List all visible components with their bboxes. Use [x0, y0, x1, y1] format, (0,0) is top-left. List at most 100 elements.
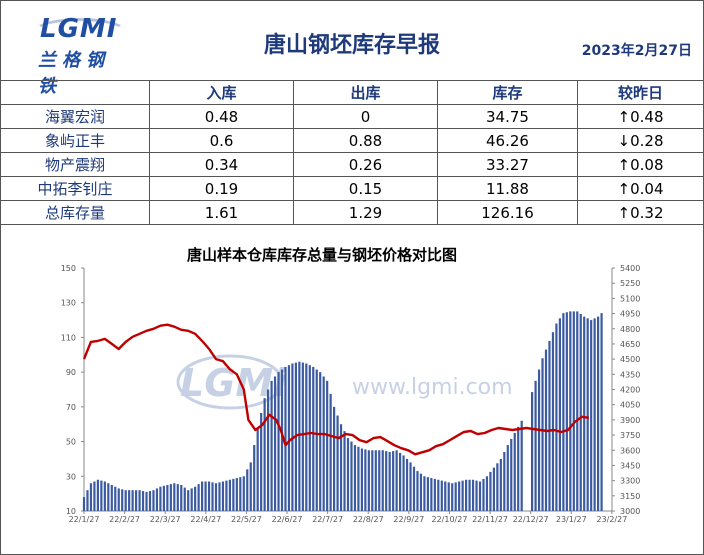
table-header-row: 入库 出库 库存 较昨日 [0, 80, 704, 105]
inventory-bar [260, 412, 263, 511]
inventory-bar [214, 483, 218, 511]
inventory-bar [201, 481, 204, 511]
inventory-bar [218, 482, 221, 511]
inventory-bar [329, 393, 332, 511]
inventory-bar [173, 483, 176, 511]
inventory-bar [159, 486, 162, 511]
inventory-bar [308, 365, 311, 511]
inventory-bar [555, 323, 558, 511]
inventory-bar [492, 467, 495, 511]
chart-title: 唐山样本仓库库存总量与钢坯价格对比图 [186, 246, 457, 264]
inventory-bar [228, 479, 231, 511]
inventory-bar [89, 483, 93, 511]
x-tick-label: 22/4/27 [190, 515, 221, 524]
inventory-bar [381, 450, 384, 511]
inventory-bar [579, 313, 582, 511]
inventory-bar [600, 313, 603, 511]
inventory-bar [207, 481, 211, 511]
report-date: 2023年2月27日 [581, 43, 692, 59]
inventory-bar [565, 312, 568, 511]
row-name: 总库存量 [0, 200, 150, 225]
inventory-bar [586, 318, 589, 511]
x-tick-label: 22/1/27 [69, 515, 100, 524]
left-tick-label: 110 [61, 333, 76, 342]
inventory-bar [267, 389, 270, 511]
inventory-bar [468, 479, 471, 511]
inventory-bar [357, 446, 360, 511]
inventory-bar [249, 462, 252, 511]
row-out: 0.26 [293, 152, 438, 177]
chart-area: 唐山样本仓库库存总量与钢坯价格对比图 LGMi www.lgmi.com 10 3… [0, 218, 704, 555]
right-tick-label: 4800 [620, 325, 640, 334]
table-row: 物产震翔 0.34 0.26 33.27 ↑0.08 [0, 152, 704, 177]
report-title: 唐山钢坯库存早报 [263, 33, 440, 58]
inventory-bar [138, 490, 141, 511]
inventory-bar [489, 471, 492, 511]
inventory-bar [124, 490, 127, 511]
row-stock: 33.27 [437, 152, 578, 177]
inventory-bar [273, 376, 277, 511]
inventory-bar [471, 479, 475, 511]
inventory-bar [312, 366, 315, 511]
inventory-bar [204, 481, 207, 511]
header-cell-blank [0, 80, 150, 105]
x-tick-label: 23/1/27 [556, 515, 587, 524]
header-cell-stock: 库存 [437, 80, 578, 105]
inventory-bar [562, 313, 565, 511]
inventory-bar [374, 450, 377, 511]
inventory-bar [485, 476, 489, 511]
x-tick-label: 22/12/27 [513, 515, 549, 524]
inventory-bar [135, 490, 138, 511]
inventory-bar [315, 369, 318, 511]
inventory-bar [430, 478, 433, 511]
inventory-bar [447, 482, 450, 511]
inventory-bar [232, 478, 235, 511]
inventory-bar [499, 458, 502, 511]
inventory-bar [183, 487, 186, 511]
inventory-bar [458, 481, 461, 511]
inventory-bar [392, 451, 395, 511]
inventory-bar [534, 380, 537, 511]
x-tick-label: 22/2/27 [109, 515, 140, 524]
inventory-bar [360, 448, 363, 511]
inventory-bar [103, 481, 106, 511]
inventory-bar [141, 491, 145, 511]
inventory-bar [454, 482, 457, 511]
row-change: ↑0.48 [577, 104, 704, 129]
header-cell-out: 出库 [293, 80, 438, 105]
row-change: ↓0.28 [577, 128, 704, 153]
inventory-bar [353, 445, 357, 511]
header-cell-in: 入库 [149, 80, 294, 105]
inventory-bar [506, 445, 509, 511]
inventory-bar [402, 455, 405, 511]
row-name: 中拓李钊庄 [0, 176, 150, 201]
inventory-bar [301, 362, 304, 511]
inventory-bar [319, 372, 322, 511]
row-stock: 126.16 [437, 200, 578, 225]
watermark-url: www.lgmi.com [352, 375, 513, 400]
inventory-bar [416, 471, 419, 511]
inventory-bar [478, 481, 482, 511]
inventory-bar [593, 318, 596, 511]
inventory-bar [190, 488, 193, 511]
inventory-bar [371, 450, 374, 511]
inventory-bar [253, 445, 256, 511]
inventory-bar [194, 486, 197, 511]
inventory-price-chart: LGMi www.lgmi.com 10 30 50 70 90 110 130 150 300… [61, 264, 641, 524]
inventory-bar [558, 318, 561, 511]
left-tick-label: 10 [66, 507, 76, 516]
left-tick-label: 130 [61, 299, 76, 308]
inventory-bar [82, 497, 86, 511]
inventory-bar [551, 332, 555, 511]
table-row: 中拓李钊庄 0.19 0.15 11.88 ↑0.04 [0, 176, 704, 201]
x-tick-label: 22/3/27 [150, 515, 181, 524]
inventory-bar [465, 479, 468, 511]
inventory-bar [405, 458, 409, 511]
inventory-bar [444, 481, 447, 511]
row-change: ↑0.04 [577, 176, 704, 201]
inventory-bar [461, 480, 464, 511]
inventory-bar [399, 452, 402, 511]
left-tick-label: 50 [66, 438, 76, 447]
inventory-bar [433, 478, 436, 511]
row-in: 0.19 [149, 176, 294, 201]
